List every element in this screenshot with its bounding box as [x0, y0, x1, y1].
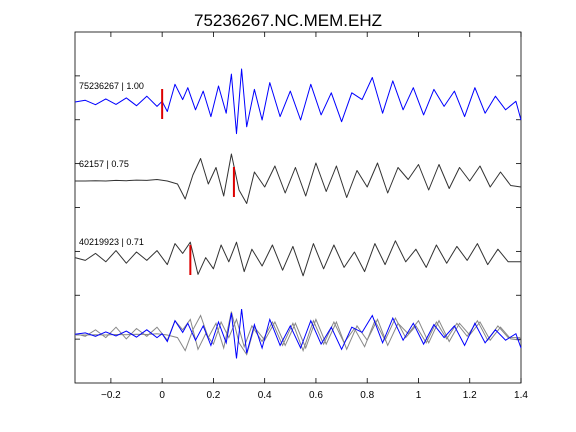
trace-2-label: 40219923 | 0.71 — [79, 237, 144, 247]
overlay-trace-1 — [75, 311, 522, 356]
trace-2-waveform — [74, 240, 521, 277]
x-tick-label: 0.6 — [309, 390, 323, 401]
y-axis-ticks — [75, 75, 521, 340]
x-tick-label: 0.8 — [360, 390, 374, 401]
overlay-trace-2 — [74, 316, 521, 353]
x-tick-label: 0.4 — [258, 390, 272, 401]
x-tick-label: 1 — [416, 390, 422, 401]
trace-1-label: 62157 | 0.75 — [79, 159, 129, 169]
pick-markers — [161, 89, 235, 275]
chart-title: 75236267.NC.MEM.EHZ — [194, 11, 382, 30]
x-tick-label: 0 — [159, 390, 165, 401]
x-tick-label: −0.2 — [101, 390, 121, 401]
trace-labels: 75236267 | 1.00 62157 | 0.75 40219923 | 0.… — [79, 81, 144, 247]
waveform-traces — [74, 68, 522, 277]
x-tick-label: 0.2 — [206, 390, 220, 401]
x-tick-label: 1.2 — [463, 390, 477, 401]
trace-0-waveform — [74, 68, 522, 135]
overlay-trace-master — [74, 308, 522, 359]
trace-0-label: 75236267 | 1.00 — [79, 81, 144, 91]
x-tick-label: 1.4 — [514, 390, 528, 401]
x-axis-ticks: −0.2 0 0.2 0.4 0.6 0.8 1 1.2 1.4 — [101, 32, 528, 401]
overlay-traces — [74, 308, 522, 359]
trace-1-waveform — [75, 153, 522, 204]
